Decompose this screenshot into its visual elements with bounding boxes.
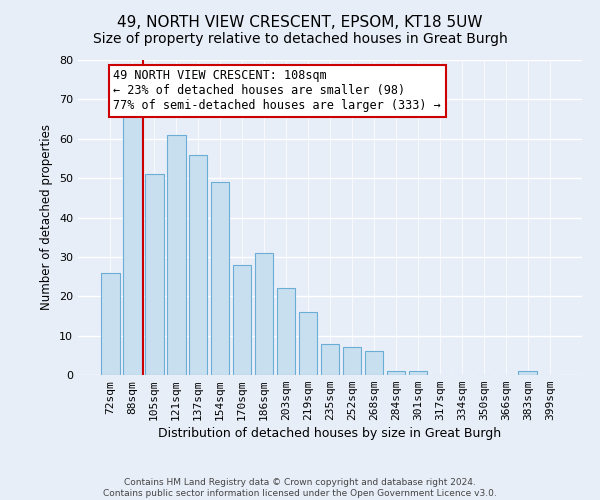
Bar bbox=[101, 272, 119, 375]
Bar bbox=[320, 344, 340, 375]
Bar bbox=[145, 174, 164, 375]
Bar bbox=[167, 135, 185, 375]
Text: 49, NORTH VIEW CRESCENT, EPSOM, KT18 5UW: 49, NORTH VIEW CRESCENT, EPSOM, KT18 5UW bbox=[117, 15, 483, 30]
Bar bbox=[255, 253, 274, 375]
X-axis label: Distribution of detached houses by size in Great Burgh: Distribution of detached houses by size … bbox=[158, 428, 502, 440]
Bar bbox=[365, 352, 383, 375]
Bar bbox=[123, 115, 142, 375]
Bar bbox=[518, 371, 537, 375]
Text: 49 NORTH VIEW CRESCENT: 108sqm
← 23% of detached houses are smaller (98)
77% of : 49 NORTH VIEW CRESCENT: 108sqm ← 23% of … bbox=[113, 70, 441, 112]
Bar bbox=[211, 182, 229, 375]
Text: Contains HM Land Registry data © Crown copyright and database right 2024.
Contai: Contains HM Land Registry data © Crown c… bbox=[103, 478, 497, 498]
Bar bbox=[277, 288, 295, 375]
Bar bbox=[386, 371, 405, 375]
Bar bbox=[189, 154, 208, 375]
Y-axis label: Number of detached properties: Number of detached properties bbox=[40, 124, 53, 310]
Text: Size of property relative to detached houses in Great Burgh: Size of property relative to detached ho… bbox=[92, 32, 508, 46]
Bar bbox=[409, 371, 427, 375]
Bar bbox=[299, 312, 317, 375]
Bar bbox=[343, 348, 361, 375]
Bar bbox=[233, 265, 251, 375]
